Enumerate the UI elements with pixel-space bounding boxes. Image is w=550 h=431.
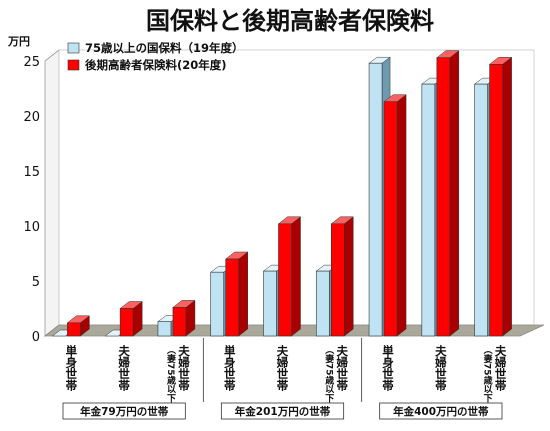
y-tick-label: 15 (23, 165, 40, 180)
bar-front (278, 223, 292, 337)
bar-front (119, 308, 134, 337)
bar (172, 299, 196, 337)
group-text: 年金400万円の世帯 (393, 405, 489, 418)
bar-front (383, 101, 398, 337)
bar (277, 216, 302, 337)
y-tick-label: 20 (23, 110, 40, 125)
y-axis-unit: 万円 (7, 35, 30, 48)
bar-front (330, 223, 345, 337)
group-box (62, 402, 186, 420)
bar-side (449, 50, 460, 337)
group-label: 年金79万円の世帯 (62, 402, 186, 420)
category-label: 単身世帯 (381, 344, 395, 392)
group-label: 年金400万円の世帯 (379, 402, 503, 420)
category-main: 夫婦世帯 (335, 344, 349, 392)
bar (488, 56, 513, 337)
bar-front (210, 271, 225, 337)
bar (224, 251, 249, 337)
bar-side (238, 251, 248, 337)
bar-front (157, 321, 172, 337)
legend-label: 75歳以上の国保料（19年度） (85, 41, 244, 55)
category-label: 単身世帯 (223, 344, 237, 392)
group-box (220, 402, 345, 420)
legend: 75歳以上の国保料（19年度） 後期高齢者保険料(20年度) (67, 41, 244, 72)
category-label: 単身世帯 (64, 344, 78, 392)
legend-swatch (67, 59, 80, 71)
category-main: 夫婦世帯 (276, 344, 290, 392)
bar-front (368, 62, 383, 337)
group-box (379, 402, 503, 420)
legend-label: 後期高齢者保険料(20年度) (85, 58, 227, 72)
bar-front (172, 307, 187, 337)
category-main: 単身世帯 (223, 344, 237, 392)
bar-front (225, 258, 240, 337)
bar (330, 216, 355, 337)
category-main: 夫婦世帯 (494, 344, 508, 392)
bar-front (315, 270, 330, 337)
bar-front (489, 64, 503, 337)
category-sub: （妻75歳以下） (323, 345, 335, 412)
group-labels: 年金79万円の世帯 年金201万円の世帯 年金400万円の世帯 (62, 338, 503, 420)
category-label: 夫婦世帯（妻75歳以下） (482, 344, 508, 411)
category-sub: （妻75歳以下） (165, 345, 177, 412)
bar-front (263, 270, 277, 337)
category-main: 夫婦世帯 (434, 344, 448, 392)
bar (383, 94, 407, 337)
category-label: 夫婦世帯（妻75歳以下） (165, 344, 191, 411)
bar-front (474, 83, 488, 337)
y-axis-ticks: 0 5 10 15 20 25 (23, 55, 40, 345)
group-text: 年金79万円の世帯 (80, 405, 169, 418)
category-main: 単身世帯 (64, 344, 78, 392)
bar-front (421, 83, 436, 337)
bar-front (436, 57, 451, 337)
category-main: 夫婦世帯 (177, 344, 191, 392)
category-sub: （妻75歳以下） (482, 345, 494, 412)
category-label: 夫婦世帯 (434, 344, 448, 392)
bar-side (344, 216, 354, 337)
y-tick-label: 0 (32, 330, 40, 345)
bar (66, 315, 91, 337)
side-wall (44, 49, 60, 337)
category-label: 夫婦世帯（妻75歳以下） (323, 344, 349, 411)
bar (119, 300, 143, 337)
category-label: 夫婦世帯 (276, 344, 290, 392)
group-text: 年金201万円の世帯 (235, 405, 331, 418)
y-tick-label: 5 (32, 275, 40, 290)
category-label: 夫婦世帯 (117, 344, 131, 392)
chart-title: 国保料と後期高齢者保険料 (146, 7, 434, 35)
legend-swatch (67, 42, 80, 54)
y-tick-label: 25 (23, 55, 40, 70)
category-main: 夫婦世帯 (117, 344, 131, 392)
category-main: 単身世帯 (381, 344, 395, 392)
bar-side (396, 94, 407, 337)
category-labels: 単身世帯 夫婦世帯 夫婦世帯（妻75歳以下） 単身世帯 夫婦世帯 夫婦世帯（妻75歳以下）… (64, 344, 507, 411)
bar-front (67, 322, 81, 337)
group-label: 年金201万円の世帯 (220, 402, 345, 420)
bar-series (51, 50, 513, 337)
bar-side (291, 216, 301, 337)
bar (436, 50, 460, 337)
y-tick-label: 10 (23, 220, 40, 235)
bar-side (502, 56, 512, 337)
